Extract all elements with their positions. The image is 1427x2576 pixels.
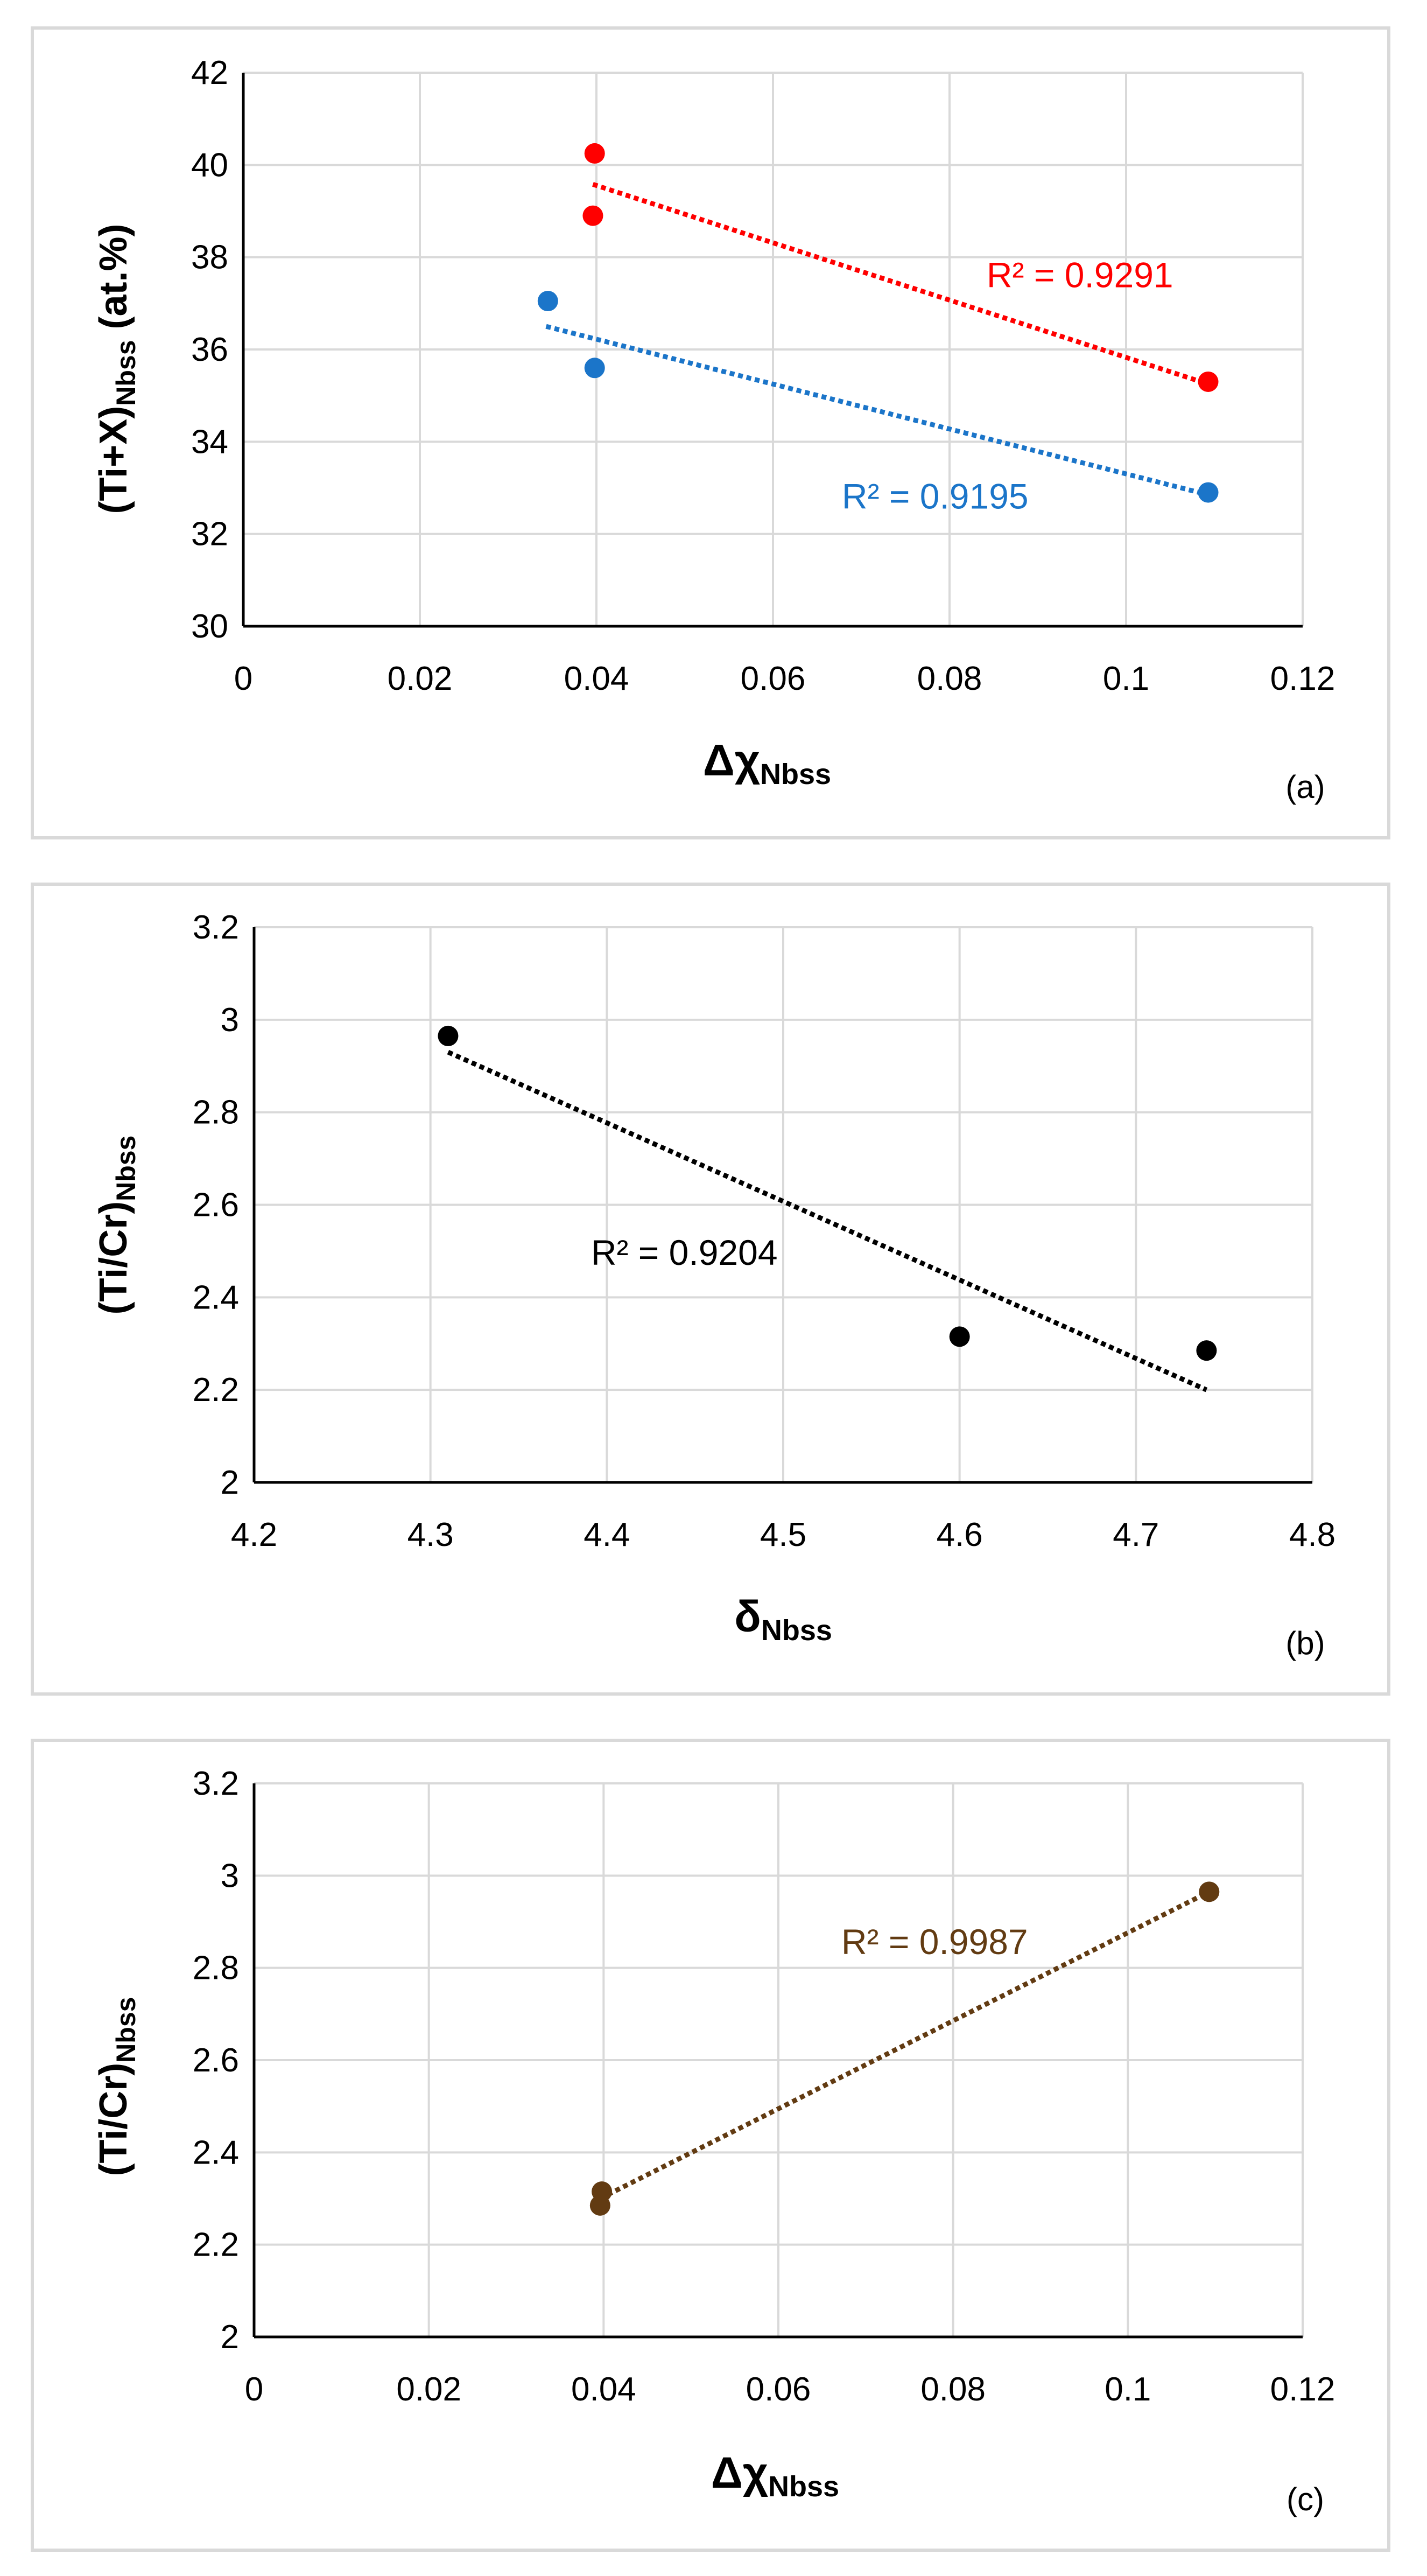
y-tick-label: 2 (221, 2319, 239, 2356)
y-tick-label: 34 (191, 423, 228, 460)
trendline-brown (599, 1889, 1211, 2201)
x-tick-label: 4.7 (1113, 1516, 1159, 1553)
r-squared-label: R² = 0.9195 (842, 477, 1029, 516)
x-tick-label: 0.04 (564, 660, 629, 697)
x-tick-label: 4.3 (407, 1516, 454, 1553)
panel-label: (c) (1287, 2481, 1324, 2517)
y-tick-label: 3.2 (193, 1765, 239, 1802)
x-tick-label: 0.06 (741, 660, 806, 697)
x-tick-label: 0.1 (1103, 660, 1149, 697)
x-tick-label: 4.5 (760, 1516, 806, 1553)
trendline-red (592, 182, 1209, 387)
y-tick-label: 3.2 (193, 909, 239, 946)
y-tick-label: 2.6 (193, 1187, 239, 1224)
x-tick-label: 0 (245, 2371, 263, 2408)
r-squared-label: R² = 0.9291 (987, 255, 1173, 295)
x-tick-label: 4.4 (584, 1516, 630, 1553)
data-point-brown (1199, 1881, 1220, 1902)
y-tick-label: 40 (191, 146, 228, 184)
y-tick-label: 2.2 (193, 2227, 239, 2264)
panel-label: (a) (1285, 769, 1325, 805)
x-axis-title: δNbss (734, 1592, 832, 1647)
data-point-black (949, 1326, 970, 1347)
x-axis-title: ΔχNbss (703, 736, 831, 790)
chart-panel-c: 0 0.02 0.04 0.06 0.08 0.1 0.12 2 2.2 2.4 2.6 2.8 3 3.… (31, 1739, 1390, 2552)
data-point-red (582, 205, 603, 226)
data-point-blue (584, 358, 605, 379)
x-tick-label: 0.12 (1270, 660, 1335, 697)
y-axis-title: (Ti/Cr)Nbss (92, 1136, 141, 1315)
y-tick-label: 36 (191, 331, 228, 368)
x-tick-label: 0.08 (917, 660, 982, 697)
x-tick-label: 0.02 (388, 660, 453, 697)
y-tick-label: 2.6 (193, 2042, 239, 2079)
x-tick-label: 4.6 (937, 1516, 983, 1553)
y-tick-label: 2.2 (193, 1371, 239, 1409)
x-tick-label: 0.12 (1270, 2371, 1335, 2408)
panel-frame (31, 26, 1390, 839)
y-tick-label: 2.8 (193, 1094, 239, 1131)
trendline-black (447, 1049, 1208, 1392)
y-tick-label: 32 (191, 516, 228, 553)
x-tick-label: 0.1 (1105, 2371, 1151, 2408)
y-tick-label: 2.4 (193, 2134, 239, 2171)
x-tick-label: 0 (234, 660, 252, 697)
y-tick-label: 38 (191, 239, 228, 276)
x-tick-label: 0.06 (746, 2371, 811, 2408)
x-axis-title: ΔχNbss (711, 2448, 839, 2503)
y-axis-title: (Ti+X)Nbss (at.%) (92, 224, 141, 514)
data-point-blue (537, 291, 558, 312)
r-squared-label: R² = 0.9204 (591, 1233, 778, 1272)
r-squared-label: R² = 0.9987 (841, 1922, 1028, 1962)
y-axis-title: (Ti/Cr)Nbss (92, 1997, 141, 2176)
y-tick-label: 3 (221, 1002, 239, 1039)
y-tick-label: 42 (191, 54, 228, 92)
y-tick-label: 3 (221, 1857, 239, 1894)
y-tick-label: 2 (221, 1464, 239, 1501)
data-point-black (438, 1025, 459, 1046)
x-tick-label: 0.02 (396, 2371, 461, 2408)
data-point-blue (1198, 482, 1219, 503)
x-tick-label: 0.04 (571, 2371, 636, 2408)
x-tick-label: 4.2 (231, 1516, 277, 1553)
chart-panel-b: 4.2 4.3 4.4 4.5 4.6 4.7 4.8 2 2.2 2.4 2.6 2.8 3 3.2 R… (31, 883, 1390, 1696)
data-point-brown (589, 2195, 610, 2216)
trendline-blue (545, 324, 1209, 498)
y-tick-label: 30 (191, 608, 228, 645)
data-point-red (1198, 371, 1219, 392)
y-tick-label: 2.8 (193, 1950, 239, 1987)
data-point-black (1196, 1340, 1217, 1361)
y-tick-label: 2.4 (193, 1279, 239, 1316)
data-point-red (584, 143, 605, 164)
panel-label: (b) (1285, 1625, 1325, 1661)
chart-panel-a: 0 0.02 0.04 0.06 0.08 0.1 0.12 30 32 34 36 38 40 42 R… (31, 26, 1390, 839)
x-tick-label: 0.08 (920, 2371, 986, 2408)
x-tick-label: 4.8 (1289, 1516, 1335, 1553)
